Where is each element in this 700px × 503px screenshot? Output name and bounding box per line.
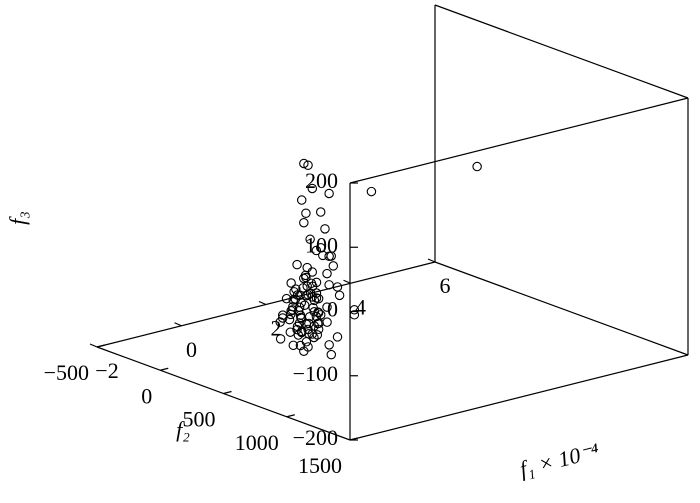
y-tick-label: 0 [141, 383, 152, 408]
point [294, 306, 304, 316]
point [307, 267, 318, 277]
point [311, 277, 322, 288]
y-tick-label: 1000 [235, 430, 279, 455]
point [322, 268, 332, 279]
point [296, 195, 307, 205]
point [298, 273, 309, 284]
point [303, 160, 313, 170]
point [309, 306, 320, 317]
point [307, 183, 318, 194]
point [324, 340, 334, 350]
x-tick [427, 258, 436, 263]
y-tick [349, 437, 359, 441]
point [291, 284, 301, 294]
point [288, 340, 299, 351]
z-axis-label: f₃ [5, 211, 30, 225]
point [299, 158, 309, 169]
point [315, 310, 326, 320]
x-tick [258, 300, 267, 306]
y-tick [160, 367, 169, 371]
y-tick-label: 500 [183, 407, 216, 432]
point [326, 251, 336, 261]
point [302, 262, 312, 273]
x-tick-label: 0 [186, 337, 197, 362]
point [286, 306, 296, 316]
x-tick [89, 343, 98, 348]
x-tick-label: 6 [440, 273, 451, 298]
x-tick [343, 279, 351, 284]
x-tick [174, 322, 182, 327]
z-tick-label: −200 [293, 425, 338, 450]
point [472, 161, 482, 172]
point [275, 334, 286, 344]
point [275, 317, 285, 327]
point [349, 310, 360, 320]
point [277, 310, 288, 320]
box-edge [434, 261, 689, 356]
point [299, 217, 309, 228]
x-tick-label: −2 [95, 358, 118, 383]
point [284, 314, 295, 325]
point [299, 300, 310, 310]
point [303, 342, 313, 352]
y-tick [286, 414, 295, 418]
point [324, 188, 334, 199]
point [320, 224, 330, 234]
point [311, 311, 322, 322]
point [285, 327, 296, 337]
point [313, 293, 324, 304]
point [292, 324, 302, 335]
x-tick-label: 4 [355, 294, 366, 319]
point [322, 302, 332, 312]
y-tick-label: 1500 [298, 453, 342, 478]
y-tick-label: −500 [44, 360, 89, 385]
point [296, 312, 306, 323]
point [301, 290, 312, 301]
y-axis-label: f₂ [176, 417, 190, 442]
box-edge [349, 354, 689, 441]
point [301, 208, 311, 219]
point [305, 234, 315, 245]
point [307, 292, 317, 302]
point [294, 318, 305, 328]
z-tick-label: 200 [305, 168, 338, 193]
point [308, 302, 318, 313]
point [307, 329, 317, 339]
point [290, 294, 301, 304]
point [286, 278, 296, 288]
point [366, 186, 377, 197]
x-tick-label: 2 [271, 316, 282, 341]
point [322, 317, 332, 327]
box-edge [434, 4, 689, 99]
point [324, 280, 334, 290]
point [326, 349, 337, 360]
z-tick-label: −100 [293, 361, 338, 386]
point [292, 259, 302, 270]
point [328, 261, 339, 271]
point [315, 207, 326, 217]
point [332, 332, 343, 342]
box-edge [349, 97, 689, 184]
point [316, 243, 326, 253]
y-tick [223, 390, 232, 395]
point [313, 324, 324, 335]
point [334, 290, 345, 301]
y-tick [96, 344, 106, 348]
z-tick-label: 100 [305, 232, 338, 257]
x-axis-label: f₁ × 10⁻⁴ [517, 438, 602, 482]
z-tick-label: 0 [327, 297, 338, 322]
point [301, 337, 312, 347]
point [287, 305, 298, 315]
point [349, 305, 360, 315]
